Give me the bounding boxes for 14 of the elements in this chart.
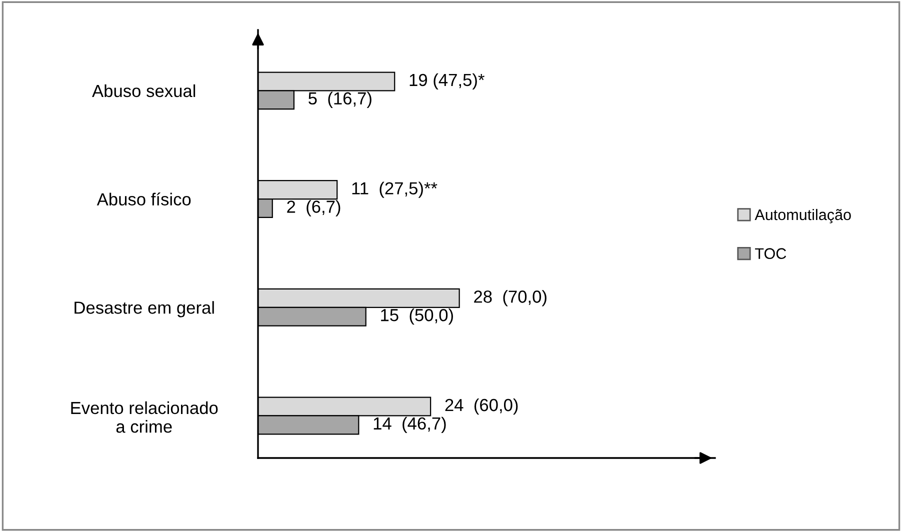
y-tick-label: Abuso físico [96,192,191,206]
data-label: 2 (6,7) [287,200,340,216]
legend-label: Automutilação [754,208,851,224]
y-tick-label: Evento relacionado a crime [71,401,218,433]
data-label: 19 (47,5)* [410,73,484,90]
data-label: 14 (46,7) [374,416,446,434]
y-tick-label: Desastre em geral [74,301,214,318]
data-label: 15 (50,0) [381,308,453,325]
data-label: 11 (27,5)** [352,182,438,198]
data-label: 28 (70,0) [474,290,546,306]
data-label: 5 (16,7) [308,92,372,108]
y-tick-label: Abuso sexual [92,84,196,98]
legend-label: TOC [755,248,786,259]
data-label: 24 (60,0) [445,398,518,415]
